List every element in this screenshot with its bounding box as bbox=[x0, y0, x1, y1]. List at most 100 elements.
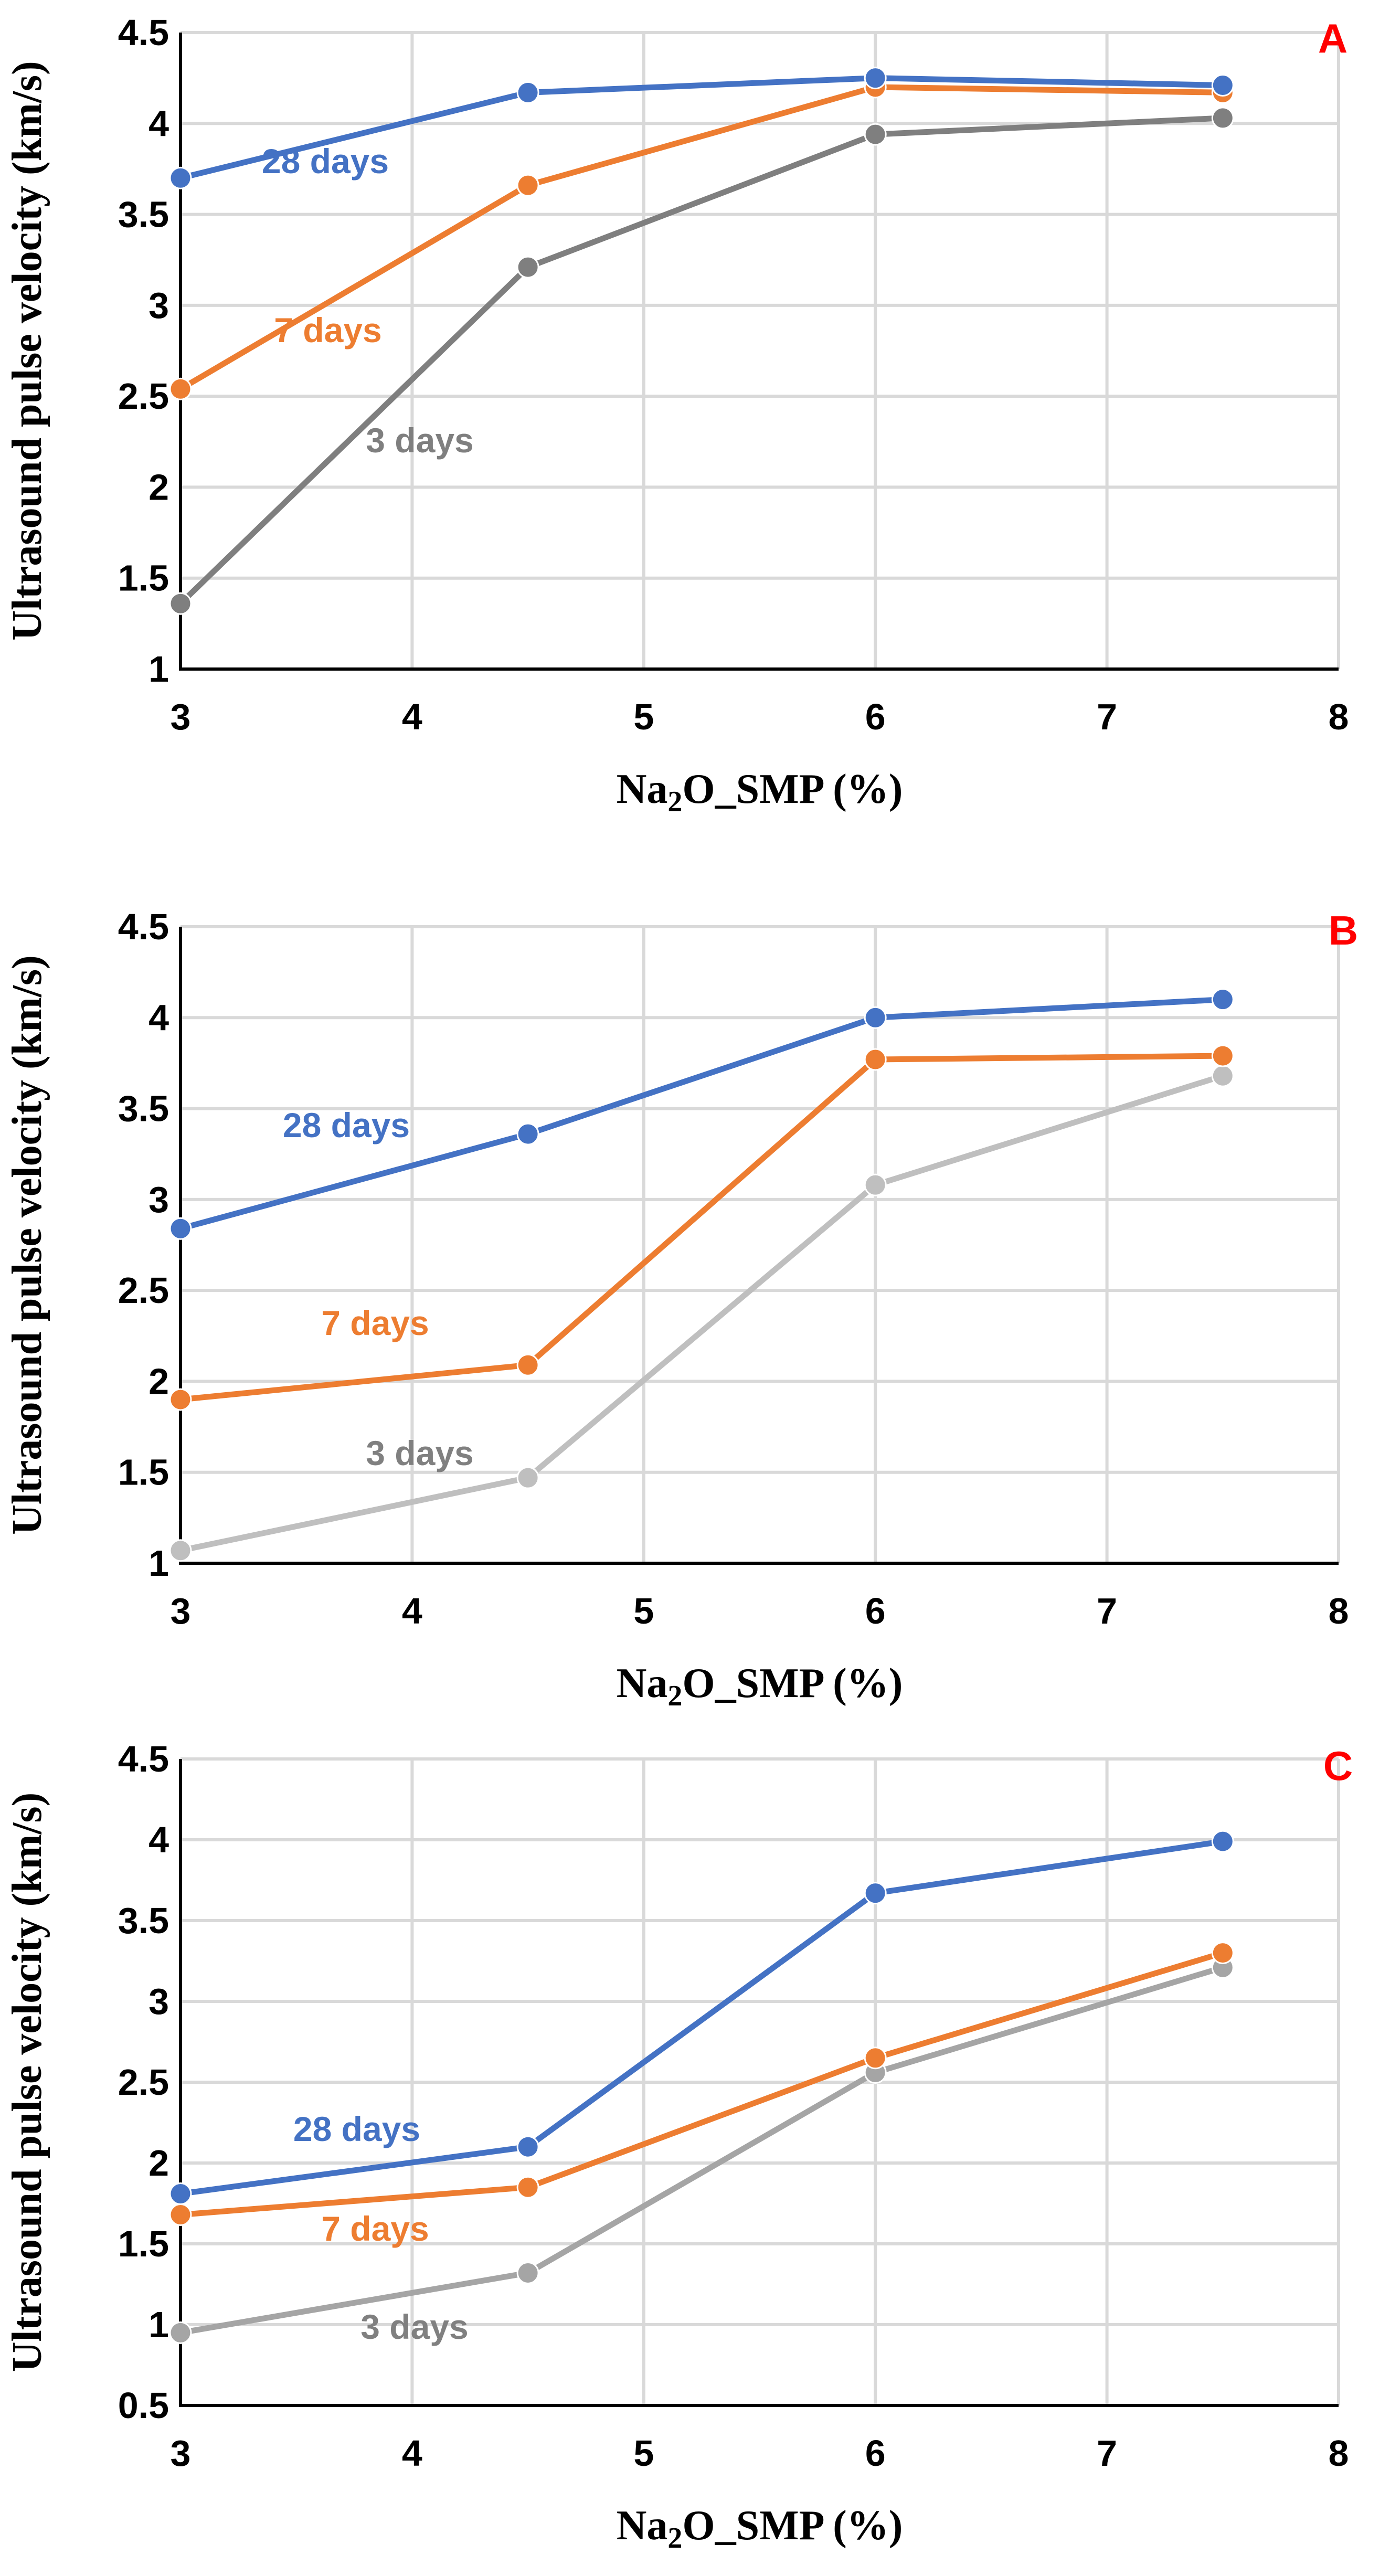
x-axis-title-rest: O_SMP (%) bbox=[682, 766, 903, 812]
data-point-3-days bbox=[516, 2261, 539, 2284]
x-tick-label: 3 bbox=[171, 2433, 191, 2474]
data-point-3-days bbox=[864, 1173, 887, 1196]
x-tick-label: 8 bbox=[1329, 696, 1349, 737]
y-tick-label: 3.5 bbox=[118, 1900, 169, 1941]
data-point-7-days bbox=[169, 377, 192, 400]
y-tick-label: 4 bbox=[148, 997, 169, 1038]
data-point-28-days bbox=[1211, 74, 1234, 97]
series-line-28-days bbox=[180, 1838, 1224, 2197]
y-tick-label: 2 bbox=[148, 2143, 169, 2183]
y-axis-title: Ultrasound pulse velocity (km/s) bbox=[4, 955, 50, 1535]
y-tick-label: 4.5 bbox=[118, 906, 169, 947]
x-tick-label: 7 bbox=[1097, 1591, 1117, 1631]
data-point-3-days bbox=[169, 592, 192, 615]
y-tick-label: 1 bbox=[148, 1543, 169, 1584]
panel-letter: B bbox=[1329, 907, 1358, 953]
x-axis-title-main: Na bbox=[617, 1660, 668, 1706]
x-axis-title: Na2O_SMP (%) bbox=[617, 1660, 903, 1712]
x-tick-label: 4 bbox=[402, 2433, 422, 2474]
x-tick-label: 3 bbox=[171, 1591, 191, 1631]
data-point-28-days bbox=[1211, 988, 1234, 1011]
y-tick-label: 1.5 bbox=[118, 558, 169, 599]
data-point-3-days bbox=[169, 1539, 192, 1562]
data-point-28-days bbox=[169, 2182, 192, 2206]
y-tick-label: 2.5 bbox=[118, 2062, 169, 2103]
data-point-28-days bbox=[516, 2135, 539, 2158]
x-axis-title-subscript: 2 bbox=[667, 1680, 682, 1712]
y-tick-label: 1.5 bbox=[118, 2223, 169, 2264]
data-point-28-days bbox=[1211, 1830, 1234, 1853]
y-tick-label: 1.5 bbox=[118, 1452, 169, 1493]
data-point-7-days bbox=[169, 1388, 192, 1411]
series-label-28-days: 28 days bbox=[283, 1106, 410, 1144]
x-axis-title-rest: O_SMP (%) bbox=[682, 2503, 903, 2549]
y-tick-label: 2.5 bbox=[118, 1270, 169, 1311]
y-axis-title: Ultrasound pulse velocity (km/s) bbox=[4, 1793, 50, 2372]
x-tick-label: 8 bbox=[1329, 2433, 1349, 2474]
series-label-7-days: 7 days bbox=[321, 1303, 429, 1342]
y-tick-label: 3 bbox=[148, 1981, 169, 2022]
x-tick-label: 6 bbox=[865, 1591, 886, 1631]
y-tick-label: 4.5 bbox=[118, 12, 169, 53]
x-tick-label: 6 bbox=[865, 696, 886, 737]
data-point-28-days bbox=[864, 1882, 887, 1905]
x-tick-label: 5 bbox=[633, 696, 654, 737]
x-axis-title: Na2O_SMP (%) bbox=[617, 766, 903, 818]
series-label-28-days: 28 days bbox=[262, 142, 389, 181]
data-point-7-days bbox=[169, 2203, 192, 2227]
x-axis-title-subscript: 2 bbox=[667, 786, 682, 818]
x-tick-label: 5 bbox=[633, 1591, 654, 1631]
y-tick-label: 4.5 bbox=[118, 1738, 169, 1779]
data-point-28-days bbox=[516, 1122, 539, 1146]
data-point-3-days bbox=[516, 256, 539, 279]
x-tick-label: 7 bbox=[1097, 696, 1117, 737]
y-tick-label: 1 bbox=[148, 2304, 169, 2345]
series-label-3-days: 3 days bbox=[360, 2307, 468, 2346]
y-tick-label: 2.5 bbox=[118, 376, 169, 417]
series-line-28-days bbox=[179, 75, 1223, 181]
data-point-7-days bbox=[864, 1048, 887, 1071]
data-point-3-days bbox=[864, 123, 887, 146]
x-axis-title-subscript: 2 bbox=[667, 2522, 682, 2554]
y-tick-label: 2 bbox=[148, 1361, 169, 1402]
series-line-3-days bbox=[178, 115, 1223, 606]
x-axis-title-rest: O_SMP (%) bbox=[682, 1660, 903, 1706]
data-point-7-days bbox=[516, 1353, 539, 1376]
panel-letter: C bbox=[1323, 1743, 1353, 1789]
data-point-28-days bbox=[864, 1006, 887, 1029]
data-point-28-days bbox=[864, 67, 887, 90]
y-tick-label: 4 bbox=[148, 103, 169, 144]
series-line-7-days bbox=[180, 1053, 1223, 1403]
series-label-3-days: 3 days bbox=[366, 421, 473, 460]
y-tick-label: 3.5 bbox=[118, 194, 169, 235]
x-tick-label: 6 bbox=[865, 2433, 886, 2474]
y-tick-label: 2 bbox=[148, 467, 169, 507]
data-point-7-days bbox=[516, 174, 539, 197]
x-tick-label: 4 bbox=[402, 1591, 422, 1631]
data-point-3-days bbox=[516, 1466, 539, 1489]
series-label-7-days: 7 days bbox=[321, 2209, 429, 2248]
y-tick-label: 3 bbox=[148, 1179, 169, 1220]
series-label-28-days: 28 days bbox=[293, 2109, 420, 2148]
x-axis-title: Na2O_SMP (%) bbox=[617, 2503, 903, 2554]
data-point-7-days bbox=[516, 2176, 539, 2199]
x-axis-title-main: Na bbox=[617, 2503, 668, 2549]
data-point-28-days bbox=[169, 166, 192, 189]
x-tick-label: 8 bbox=[1329, 1591, 1349, 1631]
x-tick-label: 3 bbox=[171, 696, 191, 737]
y-tick-label: 4 bbox=[148, 1819, 169, 1860]
data-point-3-days bbox=[1211, 1064, 1234, 1087]
series-line-7-days bbox=[179, 84, 1223, 392]
data-point-28-days bbox=[169, 1217, 192, 1240]
series-label-3-days: 3 days bbox=[366, 1434, 473, 1472]
data-point-7-days bbox=[864, 2047, 887, 2070]
x-tick-label: 7 bbox=[1097, 2433, 1117, 2474]
data-point-7-days bbox=[1211, 1942, 1234, 1965]
series-line-28-days bbox=[179, 997, 1223, 1232]
x-axis-title-main: Na bbox=[617, 766, 668, 812]
